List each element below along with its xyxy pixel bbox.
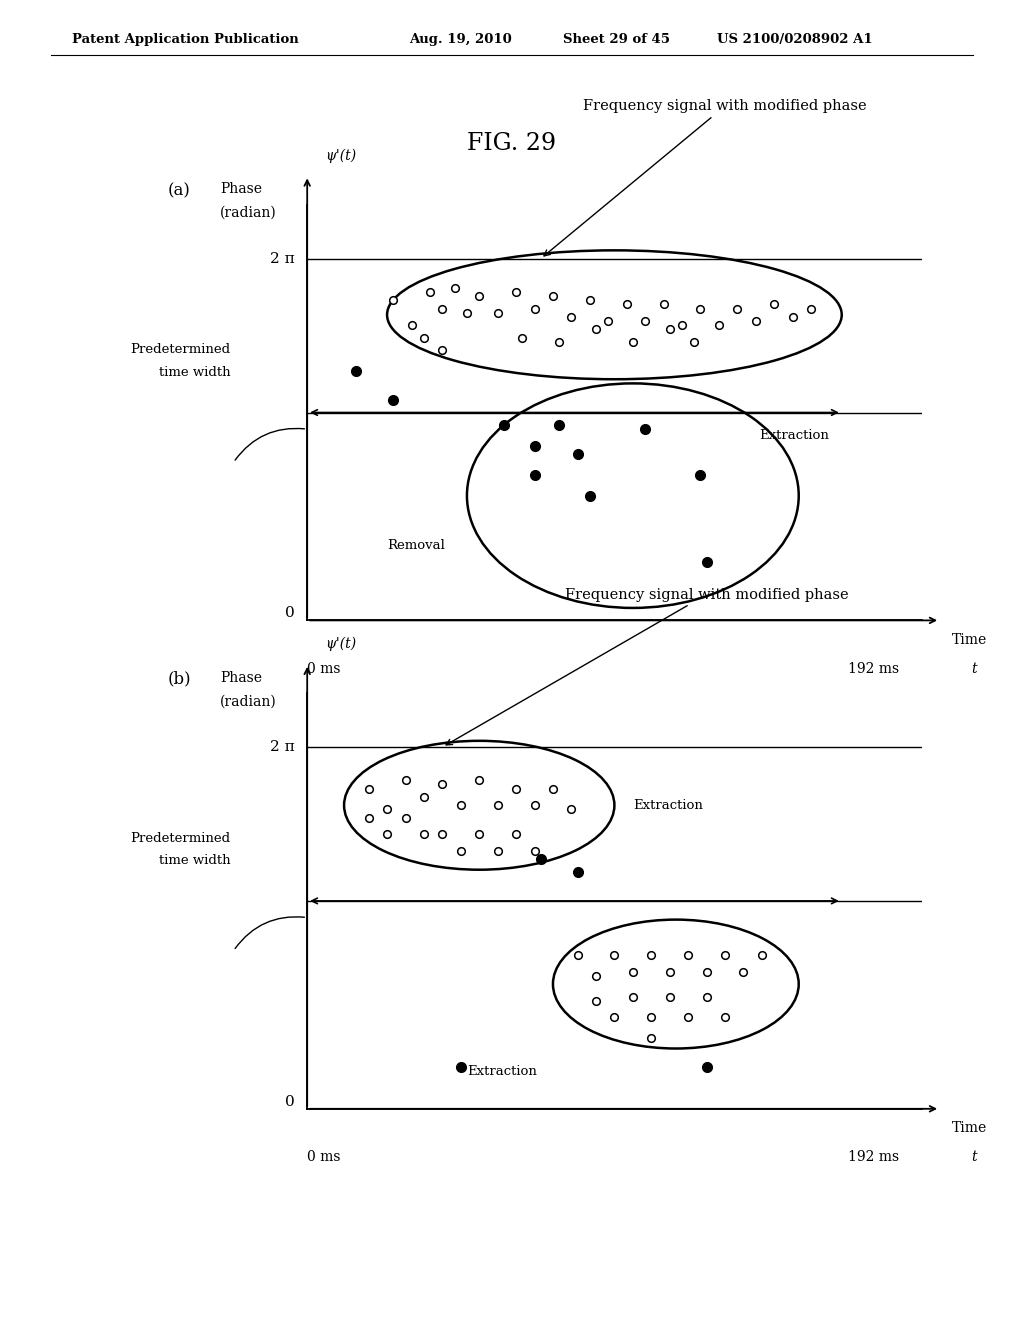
Text: US 2100/0208902 A1: US 2100/0208902 A1: [717, 33, 872, 46]
Text: time width: time width: [159, 366, 230, 379]
Text: Aug. 19, 2010: Aug. 19, 2010: [410, 33, 512, 46]
Text: ψ'(t): ψ'(t): [326, 638, 356, 651]
Text: 0: 0: [285, 606, 295, 620]
Text: Phase: Phase: [220, 671, 262, 685]
Text: Frequency signal with modified phase: Frequency signal with modified phase: [544, 99, 866, 256]
Text: 2 π: 2 π: [270, 252, 295, 265]
Text: (radian): (radian): [220, 694, 276, 709]
Text: Time: Time: [952, 632, 987, 647]
Text: 192 ms: 192 ms: [848, 663, 899, 676]
Text: Time: Time: [952, 1121, 987, 1135]
Text: Sheet 29 of 45: Sheet 29 of 45: [563, 33, 670, 46]
Text: 2 π: 2 π: [270, 741, 295, 754]
Text: Extraction: Extraction: [633, 799, 702, 812]
Text: Extraction: Extraction: [760, 429, 829, 442]
Text: Removal: Removal: [387, 539, 445, 552]
Text: 192 ms: 192 ms: [848, 1150, 899, 1164]
Text: FIG. 29: FIG. 29: [467, 132, 557, 154]
Text: (radian): (radian): [220, 206, 276, 220]
Text: 0 ms: 0 ms: [307, 1150, 341, 1164]
Text: Phase: Phase: [220, 182, 262, 197]
Text: Frequency signal with modified phase: Frequency signal with modified phase: [446, 587, 848, 744]
Text: (b): (b): [167, 671, 191, 688]
Text: (a): (a): [168, 182, 190, 199]
Text: ψ'(t): ψ'(t): [326, 149, 356, 162]
Text: Predetermined: Predetermined: [130, 832, 230, 845]
Text: 0: 0: [285, 1094, 295, 1109]
Text: Predetermined: Predetermined: [130, 343, 230, 356]
Text: Extraction: Extraction: [467, 1065, 537, 1078]
Text: Patent Application Publication: Patent Application Publication: [72, 33, 298, 46]
Text: 0 ms: 0 ms: [307, 663, 341, 676]
Text: t: t: [971, 663, 976, 676]
Text: time width: time width: [159, 854, 230, 867]
Text: t: t: [971, 1150, 976, 1164]
